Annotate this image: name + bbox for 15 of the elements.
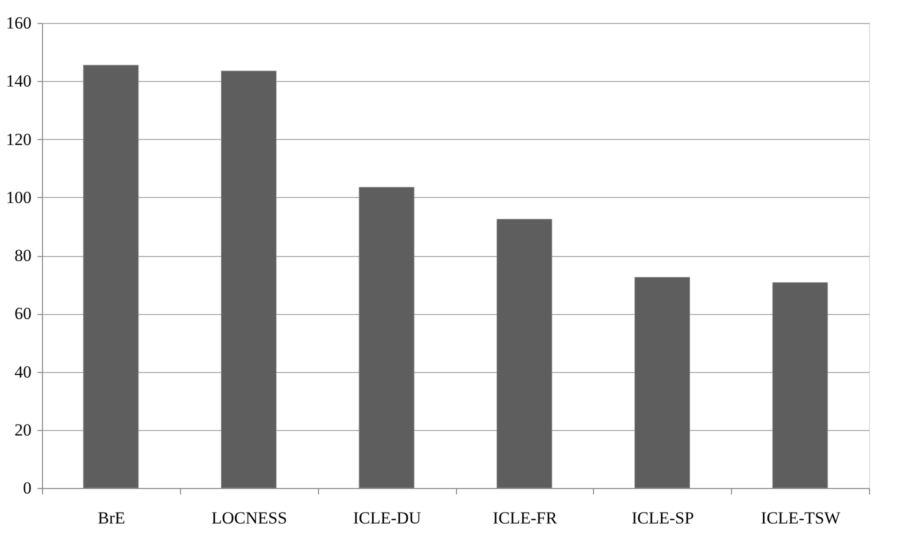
x-tick-label: ICLE-FR xyxy=(492,508,558,528)
y-tick-label: 60 xyxy=(14,304,32,324)
y-tick-label: 120 xyxy=(6,130,32,149)
x-tick-label: ICLE-SP xyxy=(632,508,694,528)
y-tick-label: 100 xyxy=(6,188,32,207)
x-tick-label: BrE xyxy=(98,508,126,528)
y-tick-label: 20 xyxy=(14,420,32,440)
y-tick-label: 80 xyxy=(14,246,32,265)
y-tick-label: 140 xyxy=(6,72,32,91)
y-tick-label: 0 xyxy=(23,478,32,498)
x-tick-label: LOCNESS xyxy=(211,508,288,528)
x-tick-label: ICLE-TSW xyxy=(760,508,842,528)
y-tick-label: 40 xyxy=(14,362,32,382)
x-tick-label: ICLE-DU xyxy=(353,508,422,528)
y-tick-label: 160 xyxy=(6,14,32,32)
